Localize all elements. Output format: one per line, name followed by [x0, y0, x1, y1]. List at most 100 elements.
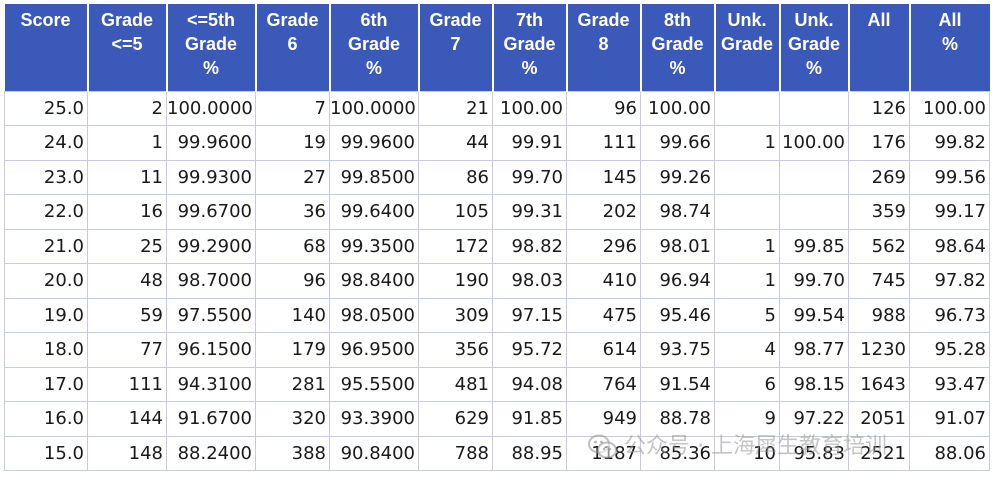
table-cell: 86 — [418, 159, 493, 195]
table-cell: 988 — [848, 297, 910, 333]
table-cell: 9 — [714, 401, 780, 437]
table-cell: 176 — [848, 125, 910, 161]
table-cell: 93.47 — [909, 366, 990, 402]
table-cell: 1643 — [848, 366, 910, 402]
score-cell: 18.0 — [4, 332, 88, 368]
table-cell: 91.85 — [492, 401, 567, 437]
table-cell: 19 — [255, 125, 330, 161]
table-cell: 100.00 — [640, 90, 715, 126]
table-cell: 190 — [418, 263, 493, 299]
table-cell: 2 — [87, 90, 167, 126]
table-cell: 296 — [566, 228, 641, 264]
column-header-line: Grade — [503, 34, 556, 54]
table-cell: 100.0000 — [329, 90, 419, 126]
column-header: Grade 6 — [255, 4, 331, 91]
table-cell: 2051 — [848, 401, 910, 437]
column-header-line: 7 — [450, 34, 461, 54]
score-cell: 19.0 — [4, 297, 88, 333]
table-cell: 99.6400 — [329, 194, 419, 230]
column-header-line: Grade — [577, 10, 630, 30]
table-cell: 99.8500 — [329, 159, 419, 195]
table-cell: 99.82 — [909, 125, 990, 161]
column-header: All — [848, 4, 911, 91]
table-row: 20.0 48 98.7000 96 98.8400 190 98.03 410 96.94 1 9… — [4, 263, 990, 299]
table-cell: 1187 — [566, 435, 641, 471]
table-cell: 85.36 — [640, 435, 715, 471]
column-header: Score — [4, 4, 89, 91]
column-header-line: Score — [20, 10, 71, 30]
table-cell: 1 — [87, 125, 167, 161]
column-header-line: 7th — [516, 10, 543, 30]
score-cell: 24.0 — [4, 125, 88, 161]
table-cell: 99.56 — [909, 159, 990, 195]
table-cell: 269 — [848, 159, 910, 195]
table-cell: 97.15 — [492, 297, 567, 333]
column-header-line: All — [938, 10, 962, 30]
table-cell: 99.2900 — [166, 228, 256, 264]
column-header: Unk. Grade% — [779, 4, 850, 91]
table-cell: 98.82 — [492, 228, 567, 264]
table-cell: 99.70 — [492, 159, 567, 195]
table-cell: 99.9600 — [166, 125, 256, 161]
score-cell: 15.0 — [4, 435, 88, 471]
table-cell: 96 — [566, 90, 641, 126]
column-header-line: 6th — [360, 10, 388, 30]
table-cell: 77 — [87, 332, 167, 368]
table-cell: 481 — [418, 366, 493, 402]
table-cell: 27 — [255, 159, 330, 195]
table-row: 15.0 148 88.2400 388 90.8400 788 88.95 1187 85.3… — [4, 435, 990, 471]
table-cell: 1 — [714, 228, 780, 264]
table-cell: 94.3100 — [166, 366, 256, 402]
table-cell: 949 — [566, 401, 641, 437]
score-cell: 21.0 — [4, 228, 88, 264]
score-cell: 20.0 — [4, 263, 88, 299]
table-cell: 95.46 — [640, 297, 715, 333]
table-cell: 98.15 — [779, 366, 849, 402]
table-cell: 59 — [87, 297, 167, 333]
column-header-line: <=5th — [186, 10, 236, 30]
table-cell — [714, 90, 780, 126]
column-header-line: % — [805, 58, 822, 78]
table-row: 24.0 1 99.9600 19 99.9600 44 99.91 111 99.66 1 100… — [4, 125, 990, 161]
column-header-line: 8 — [598, 34, 609, 54]
score-cell: 25.0 — [4, 90, 88, 126]
column-header-line: Grade — [347, 34, 401, 54]
table-cell: 98.01 — [640, 228, 715, 264]
score-cell: 16.0 — [4, 401, 88, 437]
table-cell: 172 — [418, 228, 493, 264]
table-cell: 88.78 — [640, 401, 715, 437]
score-cell: 17.0 — [4, 366, 88, 402]
table-cell — [714, 159, 780, 195]
table-cell — [779, 159, 849, 195]
table-cell: 5 — [714, 297, 780, 333]
table-cell: 100.0000 — [166, 90, 256, 126]
table-cell: 99.91 — [492, 125, 567, 161]
table-cell: 100.00 — [909, 90, 990, 126]
column-header: Grade 7 — [418, 4, 494, 91]
table-cell: 99.17 — [909, 194, 990, 230]
table-cell: 100.00 — [492, 90, 567, 126]
table-cell: 98.74 — [640, 194, 715, 230]
table-cell: 99.54 — [779, 297, 849, 333]
table-cell: 48 — [87, 263, 167, 299]
table-cell — [779, 194, 849, 230]
table-cell: 95.5500 — [329, 366, 419, 402]
table-cell: 95.72 — [492, 332, 567, 368]
table-cell: 91.6700 — [166, 401, 256, 437]
table-row: 17.0 111 94.3100 281 95.5500 481 94.08 764 91.54… — [4, 366, 990, 402]
table-cell: 21 — [418, 90, 493, 126]
column-header-line: % — [669, 58, 686, 78]
table-cell: 202 — [566, 194, 641, 230]
table-cell: 320 — [255, 401, 330, 437]
table-cell: 99.66 — [640, 125, 715, 161]
column-header-line: <=5 — [111, 34, 143, 54]
table-cell: 98.0500 — [329, 297, 419, 333]
table-row: 19.0 59 97.5500 140 98.0500 309 97.15 475 95.46 5… — [4, 297, 990, 333]
column-header-line: Grade — [720, 34, 774, 54]
table-cell: 614 — [566, 332, 641, 368]
table-cell: 99.6700 — [166, 194, 256, 230]
column-header-line: % — [521, 58, 538, 78]
column-header-line: Grade — [787, 34, 841, 54]
table-row: 18.0 77 96.1500 179 96.9500 356 95.72 614 93.75 4… — [4, 332, 990, 368]
column-header: 8th Grade% — [640, 4, 716, 91]
